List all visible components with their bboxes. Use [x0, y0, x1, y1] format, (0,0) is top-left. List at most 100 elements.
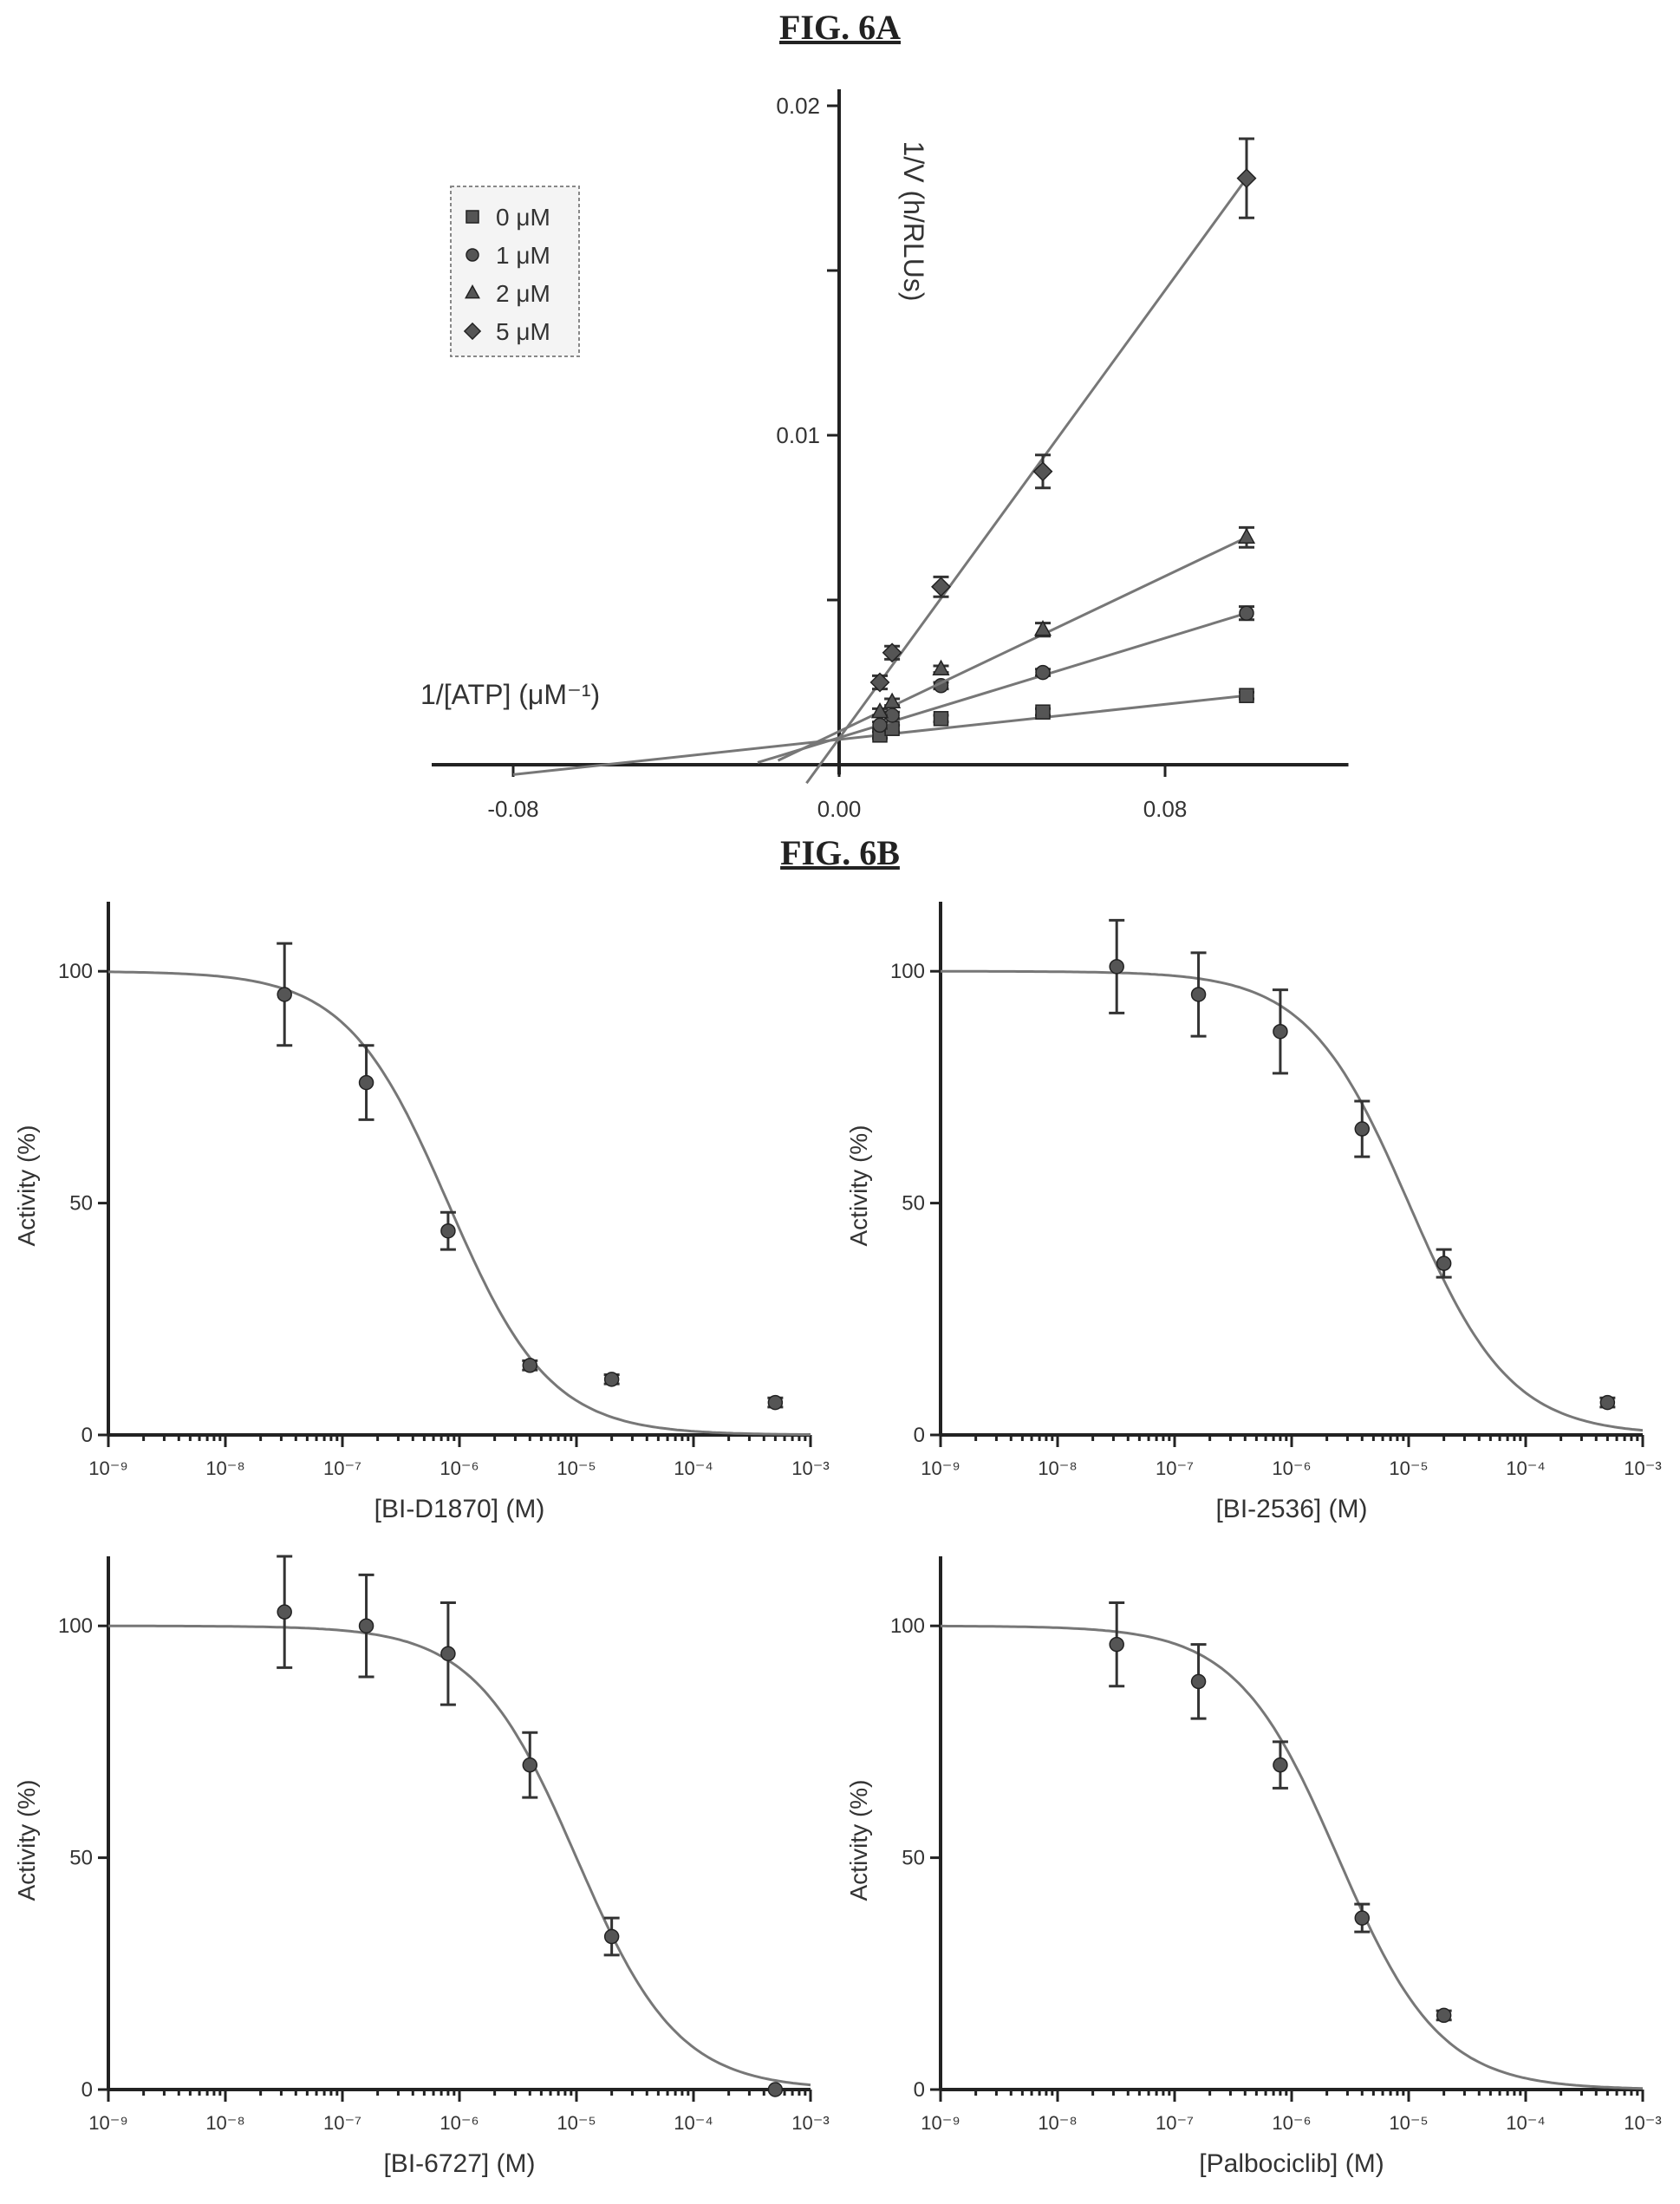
data-point [933, 711, 949, 727]
x-tick-label: 10⁻⁶ [440, 1457, 479, 1479]
y-tick-label: 0.01 [776, 422, 820, 448]
x-tick-label: 10⁻⁸ [1038, 2112, 1077, 2134]
y-tick-label: 100 [58, 960, 93, 983]
fit-curve [941, 1624, 1644, 2090]
y-axis-label: Activity (%) [13, 1125, 40, 1247]
series-1 [757, 605, 1254, 764]
data-point [1237, 527, 1256, 544]
legend-marker [465, 284, 480, 299]
x-tick-label: 10⁻⁹ [88, 1457, 128, 1479]
y-axis-label: Activity (%) [845, 1780, 872, 1901]
fit-line [805, 177, 1248, 785]
fig-6a-label: FIG. 6A [779, 8, 901, 47]
legend-label: 0 μM [496, 204, 550, 231]
data-point [1354, 1910, 1371, 1926]
x-tick-label: 10⁻⁹ [88, 2112, 128, 2134]
data-point [603, 1928, 620, 1945]
data-point [882, 642, 902, 663]
data-point [277, 1604, 292, 1620]
legend-label: 5 μM [496, 318, 550, 345]
x-tick-label: 10⁻⁸ [205, 2112, 244, 2134]
y-tick-label: 50 [69, 1847, 93, 1870]
y-tick-label: 0.02 [776, 93, 820, 119]
data-point [522, 1757, 538, 1773]
y-tick-label: 100 [890, 960, 925, 983]
data-point [870, 702, 889, 719]
data-point [1273, 1757, 1288, 1773]
data-point [1239, 688, 1254, 703]
y-axis-label: Activity (%) [845, 1125, 872, 1247]
x-tick-label: 10⁻³ [791, 2112, 829, 2134]
x-tick-label: 10⁻⁴ [1506, 1457, 1546, 1479]
y-axis-label: 1/V (h/RLUs) [898, 141, 929, 302]
x-tick-label: 10⁻⁴ [674, 2112, 713, 2134]
y-tick-label: 50 [902, 1192, 925, 1216]
data-point [883, 692, 902, 708]
x-tick-label: 10⁻⁶ [1272, 1457, 1311, 1479]
series-2 [777, 525, 1256, 762]
x-tick-label: 10⁻⁷ [1156, 2112, 1194, 2134]
data-point [931, 577, 951, 597]
y-tick-label: 100 [58, 1614, 93, 1638]
x-axis-label: [Palbociclib] (M) [1199, 2149, 1384, 2178]
data-point [277, 987, 292, 1002]
y-tick-label: 0 [81, 1424, 93, 1447]
data-point [1599, 1394, 1616, 1411]
x-tick-label: 10⁻⁸ [1038, 1457, 1077, 1479]
data-point [440, 1223, 456, 1239]
x-tick-label: 10⁻⁶ [440, 2112, 479, 2134]
x-tick-label: 10⁻⁴ [1506, 2112, 1546, 2134]
y-tick-label: 0 [914, 1424, 925, 1447]
data-point [1109, 959, 1124, 975]
fit-line [777, 536, 1247, 762]
x-tick-label: 10⁻⁹ [921, 1457, 960, 1479]
y-tick-label: 0 [914, 2078, 925, 2102]
fig-6b-label: FIG. 6B [780, 833, 900, 872]
data-point [1436, 2007, 1452, 2024]
data-point [1239, 605, 1254, 621]
x-tick-label: 0.08 [1143, 796, 1188, 822]
data-point [767, 1394, 784, 1411]
x-tick-label: 10⁻³ [791, 1457, 829, 1479]
data-point [440, 1646, 456, 1662]
fit-curve [108, 970, 811, 1437]
x-tick-label: 10⁻⁵ [557, 1457, 596, 1479]
x-tick-label: 10⁻⁸ [205, 1457, 244, 1479]
x-axis-label: 1/[ATP] (μM⁻¹) [420, 679, 600, 710]
fit-line [757, 611, 1247, 764]
legend-marker [466, 248, 479, 262]
x-tick-label: 10⁻⁵ [557, 2112, 596, 2134]
x-tick-label: 0.00 [817, 796, 862, 822]
data-point [1273, 1023, 1288, 1040]
legend-label: 2 μM [496, 280, 550, 307]
x-tick-label: -0.08 [487, 796, 538, 822]
data-point [872, 717, 888, 734]
y-tick-label: 50 [902, 1847, 925, 1870]
x-axis-label: [BI-6727] (M) [383, 2149, 535, 2178]
series-3 [805, 137, 1257, 785]
chart-bi-6727: 10⁻⁹ 10⁻⁸ 10⁻⁷ 10⁻⁶ 10⁻⁵ 10⁻⁴ 10⁻³ 0 50 100 [BI-67… [13, 1555, 830, 2178]
data-point [603, 1372, 620, 1387]
data-point [1033, 620, 1052, 636]
x-tick-label: 10⁻⁷ [1156, 1457, 1194, 1479]
x-tick-label: 10⁻⁷ [323, 2112, 361, 2134]
x-tick-label: 10⁻⁷ [323, 1457, 361, 1479]
x-axis-label: [BI-D1870] (M) [374, 1495, 545, 1523]
chart-palbociclib: 10⁻⁹ 10⁻⁸ 10⁻⁷ 10⁻⁶ 10⁻⁵ 10⁻⁴ 10⁻³ 0 50 100 [Palbo… [845, 1556, 1662, 2178]
data-point [1354, 1121, 1371, 1137]
fit-curve [941, 969, 1644, 1432]
data-point [869, 672, 890, 693]
legend-marker [466, 210, 479, 224]
legend-label: 1 μM [496, 242, 550, 269]
data-point [932, 659, 950, 675]
x-tick-label: 10⁻⁴ [674, 1457, 713, 1479]
data-point [1109, 1636, 1124, 1653]
chart-bi-2536: 10⁻⁹ 10⁻⁸ 10⁻⁷ 10⁻⁶ 10⁻⁵ 10⁻⁴ 10⁻³ 0 50 100 [BI-25… [845, 902, 1662, 1523]
fit-curve [108, 1624, 811, 2087]
data-point [1436, 1255, 1452, 1271]
chart-bi-d1870: 10⁻⁹ 10⁻⁸ 10⁻⁷ 10⁻⁶ 10⁻⁵ 10⁻⁴ 10⁻³ 0 50 100 [BI-D1… [13, 902, 830, 1523]
x-tick-label: 10⁻³ [1624, 1457, 1661, 1479]
y-axis-label: Activity (%) [13, 1780, 40, 1901]
data-point [1190, 1673, 1207, 1690]
